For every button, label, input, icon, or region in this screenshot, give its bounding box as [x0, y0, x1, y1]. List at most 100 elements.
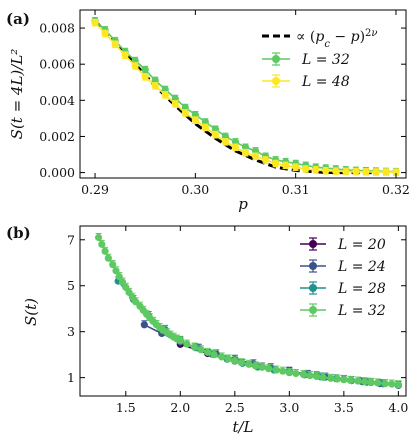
y-tick-label: 3: [67, 324, 75, 339]
panel-a-ylabel: S(t = 4L)/L²: [8, 49, 26, 140]
series-l-32-point: [381, 379, 389, 388]
series-l-32-point: [285, 368, 293, 376]
series-l-32-point: [94, 233, 103, 242]
series-l-48-point: [382, 168, 390, 176]
series-l-48-point: [372, 168, 380, 176]
legend-l-28-swatch-marker: [309, 284, 317, 292]
series-l-32-point: [367, 378, 375, 387]
series-l-32-point: [176, 337, 184, 345]
panel-a-frame: [79, 9, 407, 179]
panel-b-label: (b): [6, 224, 31, 242]
y-tick-label: 5: [67, 278, 75, 293]
legend-l48-label: L = 48: [301, 74, 350, 90]
series-l-48-point: [332, 167, 340, 175]
x-tick-label: 0.31: [282, 182, 310, 197]
series-l-48-point: [161, 91, 169, 99]
x-tick-label: 0.32: [382, 182, 410, 197]
series-l-48-point: [101, 29, 109, 38]
series-l-32-point: [374, 379, 382, 387]
legend-l48-swatch: [262, 74, 290, 88]
series-l-32-point: [251, 362, 260, 370]
series-l-32-point: [231, 357, 239, 365]
legend-fit-label: ∝ (pc − p)2ν: [296, 28, 378, 50]
series-l-32-point: [203, 348, 212, 356]
legend-l-24-label: L = 24: [337, 259, 386, 275]
x-tick-label: 0.30: [181, 182, 209, 197]
series-l-32-point: [258, 363, 266, 371]
x-tick-label: 4.0: [388, 400, 408, 415]
series-l-32-point: [183, 340, 191, 348]
series-l-24-line: [143, 324, 399, 387]
panel-b-ylabel: S(t): [22, 298, 40, 326]
series-l-48-point: [141, 73, 149, 81]
series-l-32-point: [265, 365, 273, 373]
panel-b-frame: [79, 225, 407, 397]
legend-l-24-swatch-marker: [309, 262, 317, 270]
series-l-32-point: [218, 353, 226, 361]
series-l-48-point: [91, 19, 99, 27]
series-l-48-point: [352, 168, 360, 176]
series-l-48-point: [151, 82, 159, 90]
series-l-48-point: [292, 163, 300, 171]
series-l-32-point: [354, 377, 362, 385]
series-l-48-point: [312, 166, 320, 174]
series-l-32-point: [312, 372, 321, 381]
series-l-32-point: [190, 343, 199, 351]
series-l-32-point: [319, 373, 327, 381]
series-l-32-point: [388, 380, 396, 388]
x-tick-label: 3.5: [334, 400, 354, 415]
x-tick-label: 0.29: [81, 182, 109, 197]
series-l-48-point: [191, 116, 199, 124]
series-l-32-point: [98, 240, 106, 248]
panel-a-xlabel: p: [238, 195, 248, 213]
y-tick-label: 0.002: [39, 129, 75, 144]
series-l-48-point: [261, 156, 270, 164]
panel-a-label: (a): [6, 10, 30, 28]
series-l-32-point: [299, 371, 308, 379]
series-l-32-point: [245, 360, 253, 368]
series-l-32-point: [327, 374, 335, 382]
series-l-48-point: [181, 109, 189, 117]
series-l-32-point: [104, 254, 112, 262]
series-l-32-point: [237, 359, 245, 367]
panel-a-legend: ∝ (pc − p)2ν L = 32 L = 48: [262, 28, 378, 90]
x-tick-label: 3.0: [279, 400, 299, 415]
series-l-32-point: [306, 371, 314, 380]
series-l-48-point: [221, 138, 230, 146]
series-l-32-point: [340, 376, 348, 384]
series-l-48-point: [111, 40, 119, 48]
x-tick-label: 1.5: [116, 400, 136, 415]
legend-l-20-swatch-marker: [309, 240, 317, 248]
series-l-48-point: [302, 165, 310, 173]
series-l-48-point: [251, 152, 260, 160]
series-l-32-point: [360, 378, 369, 386]
legend-l32-swatch: [262, 52, 290, 66]
series-l-48-point: [231, 143, 240, 151]
y-tick-label: 7: [67, 232, 75, 247]
series-l-32-point: [346, 376, 354, 384]
series-l-48-point: [131, 62, 139, 70]
x-tick-label: 2.5: [225, 400, 245, 415]
series-l-32-point: [197, 346, 205, 354]
series-l-24-point: [140, 321, 148, 329]
series-l-32-point: [272, 366, 280, 374]
y-tick-label: 0.004: [39, 93, 75, 108]
series-l-32-point: [132, 298, 140, 306]
series-l-32-point: [224, 355, 232, 363]
series-l-48-point: [282, 161, 290, 169]
series-l-48-point: [211, 131, 220, 139]
legend-l-32-label: L = 32: [337, 303, 386, 319]
y-tick-label: 1: [67, 370, 75, 385]
y-tick-label: 0.000: [39, 165, 75, 180]
legend-l-28-label: L = 28: [337, 281, 386, 297]
series-l-48-point: [171, 100, 179, 108]
series-l-48-point: [241, 149, 250, 157]
series-l-32-point: [333, 375, 341, 383]
legend-l-20-label: L = 20: [337, 237, 386, 253]
legend-l-32-swatch-marker: [309, 306, 317, 314]
panel-b: (b) 1.5 2.0 2.5 3.0 3.5 4.0 1 3 5 7 t/L S(t) L = …: [6, 224, 408, 436]
series-l-32-point: [210, 351, 218, 359]
series-l-48-point: [322, 167, 330, 175]
series-l-48-point: [342, 167, 350, 176]
